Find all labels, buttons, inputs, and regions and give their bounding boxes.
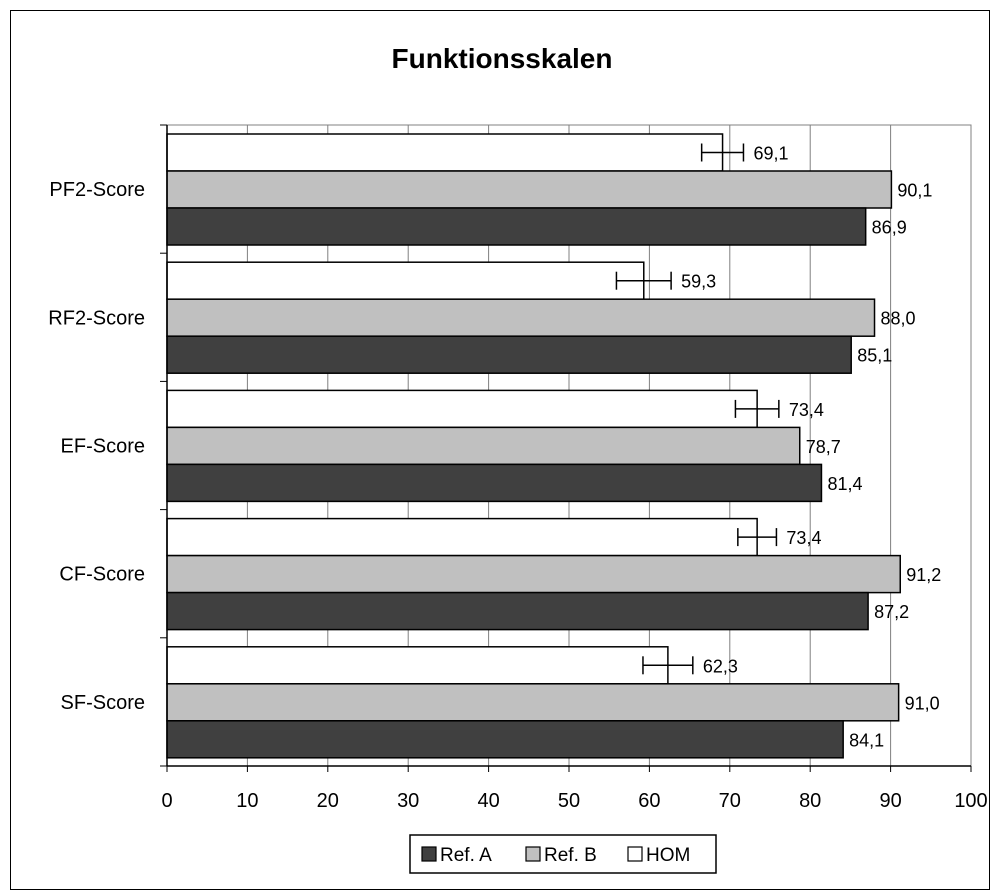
bar-hom [166,646,669,685]
bar-ref-a [166,720,844,759]
legend-swatch [627,846,643,862]
chart-title: Funktionsskalen [392,43,613,74]
data-label: 91,2 [906,565,941,585]
legend: Ref. A Ref. B HOM [409,834,717,874]
x-tick-label: 0 [161,790,172,812]
legend-box [409,834,717,874]
bar-hom [166,517,758,557]
bars: 69,1 90,1 86,9 59,3 88,0 85,1 73,4 78,7 81,4 73,4… [166,133,941,759]
data-label: 73,4 [789,400,824,420]
bar-hom [166,389,758,429]
legend-label: HOM [646,845,690,866]
data-label: 86,9 [872,218,907,238]
x-tick-label: 70 [719,790,741,812]
x-tick-label: 50 [558,790,580,812]
bar-hom [166,261,645,300]
x-tick-label: 30 [397,790,419,812]
bar-ref-b [166,298,876,337]
legend-label: Ref. B [544,845,597,866]
x-tick-label: 80 [799,790,821,812]
x-tick-label: 10 [236,790,258,812]
data-label: 88,0 [881,309,916,329]
bar-ref-b [166,170,893,209]
data-label: 91,0 [905,693,940,713]
x-tick-label: 20 [317,790,339,812]
data-label: 62,3 [703,656,738,676]
x-tick-label: 40 [477,790,499,812]
data-label: 90,1 [897,181,932,201]
data-label: 78,7 [806,437,841,457]
category-label: PF2-Score [49,179,145,201]
legend-swatch [525,846,541,862]
legend-label: Ref. A [440,845,492,866]
category-label: EF-Score [61,436,145,458]
axes: 0 10 20 30 40 50 60 70 80 90 100 PF2-Score RF2-Score… [48,124,988,812]
bar-ref-a [166,463,823,503]
bar-ref-a [166,591,869,631]
bar-ref-b [166,554,901,594]
category-label: CF-Score [59,564,145,586]
data-label: 84,1 [849,730,884,750]
data-label: 81,4 [827,474,862,494]
bar-ref-a [166,335,852,374]
bar-hom [166,133,724,172]
bar-ref-b [166,426,801,466]
data-label: 69,1 [753,144,788,164]
x-tick-label: 90 [879,790,901,812]
data-label: 73,4 [786,528,821,548]
category-label: SF-Score [61,692,145,714]
data-label: 87,2 [874,602,909,622]
bar-ref-b [166,683,900,722]
data-label: 59,3 [681,272,716,292]
bar-ref-a [166,207,867,246]
x-tick-label: 100 [954,790,987,812]
legend-swatch [421,846,437,862]
category-label: RF2-Score [48,307,145,329]
data-label: 85,1 [857,346,892,366]
x-tick-label: 60 [638,790,660,812]
